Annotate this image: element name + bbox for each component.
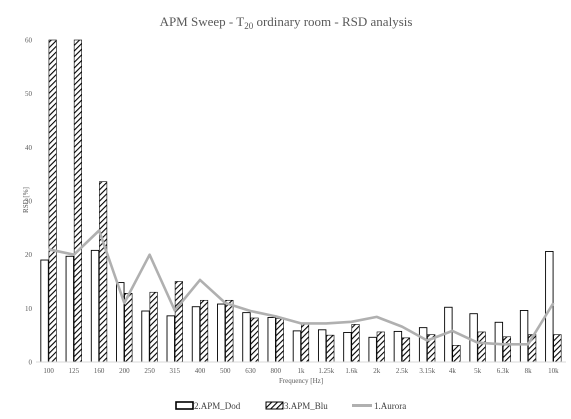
x-tick-label: 4k <box>449 367 457 375</box>
bar-apm-blu <box>502 336 512 363</box>
bar-apm-dod <box>242 312 251 363</box>
bar-apm-dod <box>267 317 276 363</box>
bar-apm-blu <box>124 293 133 363</box>
bar-apm-dod <box>292 330 302 363</box>
x-tick-label: 2k <box>373 367 381 375</box>
bar-apm-blu <box>48 39 57 363</box>
x-tick-label: 500 <box>220 367 231 375</box>
bar-apm-blu <box>174 281 183 363</box>
x-tick-label: 630 <box>245 367 256 375</box>
legend-item-apm-dod: 2.APM_Dod <box>175 401 241 411</box>
legend-label-apm-dod: 2.APM_Dod <box>194 401 241 411</box>
bar-apm-blu <box>250 317 259 363</box>
line-aurora <box>48 229 555 346</box>
bar-apm-dod <box>191 306 201 363</box>
bar-apm-dod <box>317 329 327 363</box>
legend-swatch-apm-dod <box>175 401 194 410</box>
bar-apm-dod <box>217 303 226 363</box>
bar-apm-blu <box>326 334 335 363</box>
y-tick-label: 60 <box>25 37 33 45</box>
bar-apm-blu <box>376 331 385 363</box>
bar-apm-blu <box>275 318 284 363</box>
x-tick-label: 1.6k <box>345 367 358 375</box>
x-tick-label: 200 <box>119 367 130 375</box>
bars-layer <box>40 39 562 363</box>
legend: 2.APM_Dod 3.APM_Blu 1.Aurora <box>175 401 406 411</box>
legend-swatch-apm-blu <box>265 401 284 410</box>
x-axis-ticks: 100 125 160 200 250 315 400 500 630 800 1k 1.25k 1.6… <box>43 367 559 375</box>
y-tick-label: 30 <box>25 198 33 206</box>
bar-apm-blu <box>477 331 486 363</box>
bar-apm-dod <box>519 310 529 363</box>
x-tick-label: 160 <box>94 367 105 375</box>
y-tick-label: 0 <box>29 359 33 367</box>
bar-apm-dod <box>418 327 428 363</box>
y-tick-label: 40 <box>25 144 33 152</box>
x-tick-label: 400 <box>195 367 206 375</box>
x-axis-title: Frequency [Hz] <box>279 377 323 385</box>
bar-apm-blu <box>553 334 562 363</box>
bar-apm-dod <box>393 330 403 363</box>
line-layer <box>48 229 555 346</box>
x-tick-label: 250 <box>144 367 155 375</box>
x-tick-label: 1k <box>298 367 306 375</box>
bar-apm-dod <box>65 255 75 363</box>
bar-apm-blu <box>351 324 360 363</box>
x-tick-label: 800 <box>271 367 282 375</box>
x-tick-label: 5k <box>474 367 482 375</box>
y-tick-label: 10 <box>25 305 33 313</box>
bar-apm-dod <box>494 321 504 363</box>
legend-label-apm-blu: 3.APM_Blu <box>284 401 328 411</box>
x-tick-label: 2.5k <box>396 367 409 375</box>
bar-apm-blu <box>401 337 411 363</box>
bar-apm-blu <box>300 322 310 363</box>
legend-item-aurora: 1.Aurora <box>352 401 406 411</box>
legend-item-apm-blu: 3.APM_Blu <box>265 401 328 411</box>
legend-label-aurora: 1.Aurora <box>374 401 406 411</box>
bar-apm-dod <box>166 315 175 363</box>
bar-apm-dod <box>368 336 377 363</box>
x-tick-label: 125 <box>69 367 80 375</box>
bar-apm-dod <box>343 332 352 363</box>
x-tick-label: 8k <box>525 367 533 375</box>
y-axis-title: RSD [%] <box>22 187 30 213</box>
x-tick-label: 3.15k <box>419 367 435 375</box>
bar-apm-blu <box>200 299 209 363</box>
y-axis-ticks: 0 10 20 30 40 50 60 <box>25 37 33 367</box>
bar-apm-dod <box>90 249 100 363</box>
x-tick-label: 10k <box>548 367 559 375</box>
x-tick-label: 315 <box>170 367 181 375</box>
y-tick-label: 20 <box>25 251 33 259</box>
bar-apm-blu <box>225 299 234 363</box>
bar-apm-blu <box>73 39 82 363</box>
x-tick-label: 1.25k <box>318 367 334 375</box>
x-tick-label: 6.3k <box>497 367 510 375</box>
bar-apm-dod <box>40 259 49 363</box>
x-tick-label: 100 <box>43 367 54 375</box>
bar-apm-dod <box>141 310 150 363</box>
bar-apm-blu <box>99 181 108 363</box>
bar-apm-blu <box>452 345 461 363</box>
y-tick-label: 50 <box>25 90 33 98</box>
chart-title: APM Sweep - T20 ordinary room - RSD anal… <box>160 14 413 31</box>
bar-apm-blu <box>149 291 158 363</box>
bar-apm-dod <box>469 313 478 363</box>
